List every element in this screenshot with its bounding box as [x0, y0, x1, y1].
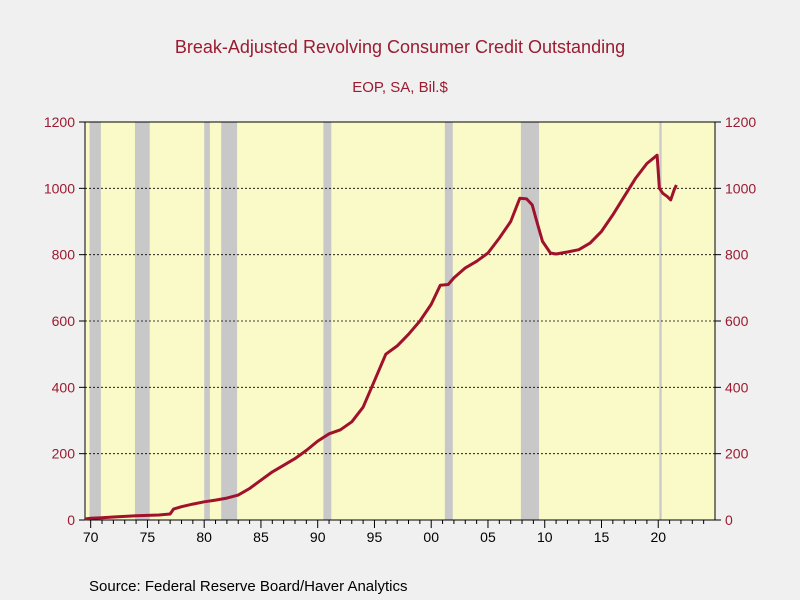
x-tick-label: 00: [423, 529, 439, 545]
x-tick-label: 75: [140, 529, 156, 545]
y-tick-label-left: 0: [67, 512, 75, 528]
y-tick-label-right: 400: [725, 379, 749, 395]
x-tick-label: 70: [83, 529, 99, 545]
y-tick-label-left: 1000: [44, 180, 75, 196]
chart-subtitle: EOP, SA, Bil.$: [352, 79, 448, 96]
recession-band: [659, 122, 662, 520]
x-tick-label: 90: [310, 529, 326, 545]
plot-area: [85, 122, 715, 520]
y-tick-label-left: 1200: [44, 114, 75, 130]
recession-band: [323, 122, 332, 520]
x-tick-label: 05: [480, 529, 496, 545]
x-tick-label: 20: [650, 529, 666, 545]
y-tick-label-left: 800: [52, 247, 76, 263]
series-line: [84, 153, 678, 521]
x-tick-label: 85: [253, 529, 269, 545]
y-tick-label-right: 0: [725, 512, 733, 528]
source-note: Source: Federal Reserve Board/Haver Anal…: [89, 578, 408, 595]
x-tick-label: 80: [196, 529, 212, 545]
recession-band: [89, 122, 101, 520]
y-tick-label-left: 400: [52, 379, 76, 395]
recession-band: [444, 122, 453, 520]
recession-band: [204, 122, 210, 520]
x-tick-label: 10: [537, 529, 553, 545]
y-tick-label-right: 200: [725, 446, 749, 462]
x-tick-label: 95: [367, 529, 383, 545]
y-tick-label-right: 1000: [725, 180, 756, 196]
y-tick-label-right: 800: [725, 247, 749, 263]
y-tick-label-right: 1200: [725, 114, 756, 130]
y-tick-label-left: 200: [52, 446, 76, 462]
x-tick-label: 15: [594, 529, 610, 545]
y-tick-label-left: 600: [52, 313, 76, 329]
chart-title: Break-Adjusted Revolving Consumer Credit…: [174, 37, 626, 57]
y-tick-label-right: 600: [725, 313, 749, 329]
